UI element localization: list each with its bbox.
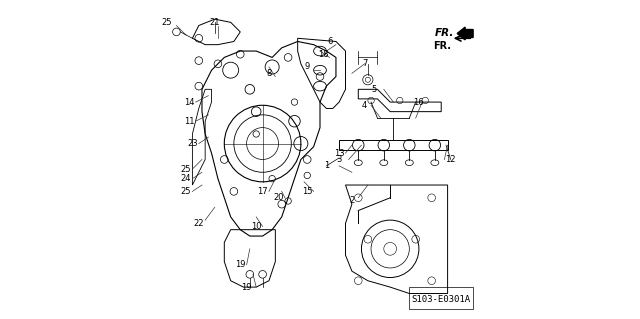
Text: S103-E0301A: S103-E0301A (412, 295, 471, 304)
FancyArrow shape (457, 27, 473, 40)
Text: 10: 10 (251, 222, 262, 231)
Text: 4: 4 (362, 101, 367, 110)
Text: 17: 17 (257, 187, 268, 196)
Text: 20: 20 (273, 193, 284, 202)
Text: 13: 13 (334, 149, 344, 158)
Text: 14: 14 (184, 98, 195, 107)
Text: 21: 21 (209, 18, 220, 27)
Text: 24: 24 (180, 174, 191, 183)
Text: 7: 7 (362, 59, 367, 68)
Text: FR.: FR. (435, 28, 454, 39)
Text: 22: 22 (193, 219, 204, 228)
Text: 5: 5 (372, 85, 377, 94)
Text: 11: 11 (184, 117, 195, 126)
Text: 12: 12 (445, 155, 456, 164)
Text: 25: 25 (180, 187, 191, 196)
Text: 23: 23 (187, 139, 198, 148)
Bar (410, 287, 473, 309)
Text: 19: 19 (235, 260, 246, 269)
Text: 8: 8 (266, 69, 271, 78)
Text: 19: 19 (241, 283, 252, 292)
Text: 3: 3 (337, 155, 342, 164)
Text: 2: 2 (349, 197, 355, 205)
Text: 25: 25 (180, 165, 191, 174)
Text: 6: 6 (327, 37, 332, 46)
Text: 15: 15 (302, 187, 312, 196)
Text: 18: 18 (318, 50, 328, 59)
Text: 16: 16 (413, 98, 424, 107)
Text: 25: 25 (162, 18, 172, 27)
Text: 1: 1 (324, 161, 329, 170)
Text: FR.: FR. (433, 41, 451, 51)
Text: 9: 9 (305, 63, 310, 71)
